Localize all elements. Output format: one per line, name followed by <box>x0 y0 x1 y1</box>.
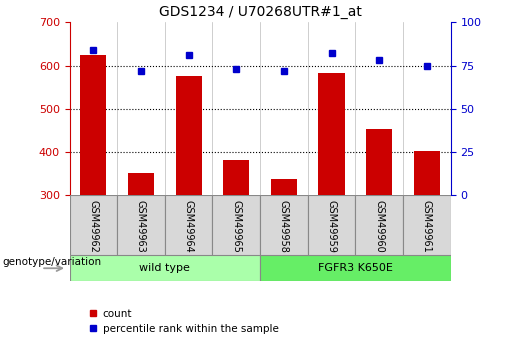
Bar <box>414 151 440 195</box>
Bar <box>403 195 451 255</box>
Text: GSM49961: GSM49961 <box>422 200 432 253</box>
Title: GDS1234 / U70268UTR#1_at: GDS1234 / U70268UTR#1_at <box>159 4 362 19</box>
Text: GSM49962: GSM49962 <box>89 200 98 253</box>
Legend: count, percentile rank within the sample: count, percentile rank within the sample <box>85 305 283 338</box>
Bar <box>366 129 392 195</box>
Bar <box>318 73 345 195</box>
Text: FGFR3 K650E: FGFR3 K650E <box>318 263 393 273</box>
Bar <box>165 195 212 255</box>
Bar <box>223 159 249 195</box>
Text: GSM49960: GSM49960 <box>374 200 384 253</box>
Text: wild type: wild type <box>140 263 190 273</box>
Bar <box>260 255 451 281</box>
Bar <box>271 179 297 195</box>
Bar <box>212 195 260 255</box>
Text: GSM49959: GSM49959 <box>327 200 336 253</box>
Text: GSM49963: GSM49963 <box>136 200 146 253</box>
Bar <box>260 195 308 255</box>
Bar <box>70 195 117 255</box>
Text: GSM49964: GSM49964 <box>184 200 194 253</box>
Bar <box>176 76 202 195</box>
Bar <box>355 195 403 255</box>
Bar <box>80 55 107 195</box>
Bar <box>128 173 154 195</box>
Bar <box>307 195 355 255</box>
Text: genotype/variation: genotype/variation <box>3 257 101 266</box>
Text: GSM49965: GSM49965 <box>231 200 241 253</box>
Text: GSM49958: GSM49958 <box>279 200 289 253</box>
Bar <box>70 255 260 281</box>
Bar <box>117 195 165 255</box>
